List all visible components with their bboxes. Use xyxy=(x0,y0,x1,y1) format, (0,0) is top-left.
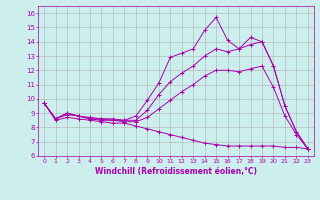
X-axis label: Windchill (Refroidissement éolien,°C): Windchill (Refroidissement éolien,°C) xyxy=(95,167,257,176)
